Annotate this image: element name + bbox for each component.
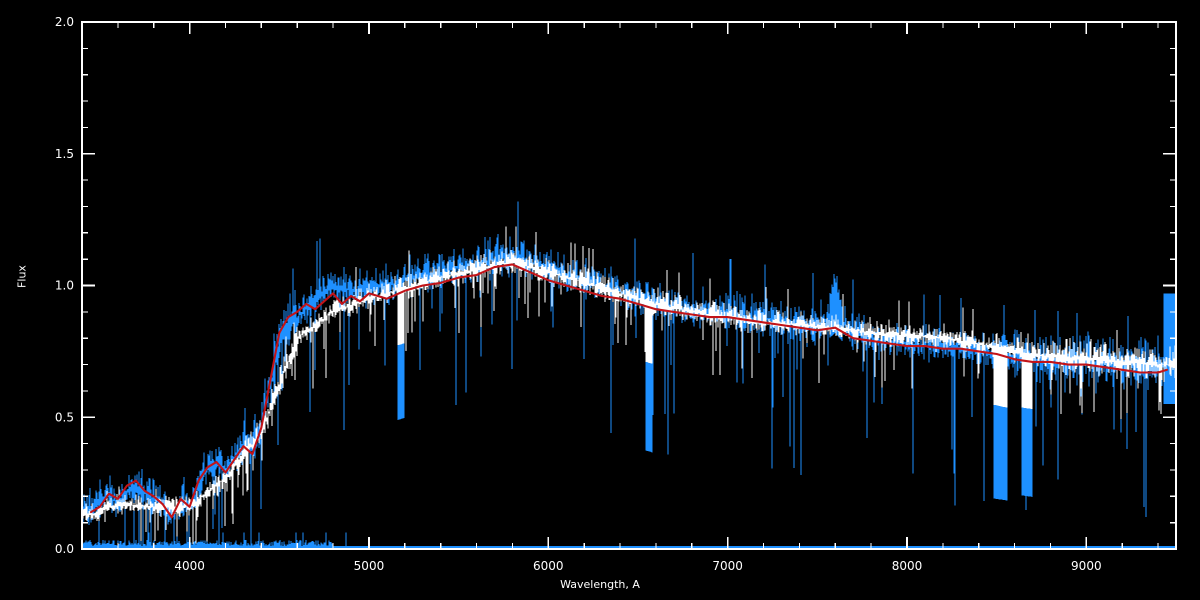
y-tick-label: 2.0 [55, 15, 74, 29]
x-tick-label: 8000 [892, 559, 923, 573]
x-axis-label: Wavelength, A [560, 578, 640, 591]
x-tick-label: 6000 [533, 559, 564, 573]
x-tick-label: 5000 [354, 559, 385, 573]
axes-layer [81, 21, 1177, 550]
x-tick-label: 4000 [174, 559, 205, 573]
tick-labels: 4000 5000 6000 7000 8000 9000 0.0 0.5 1.0 1.5 2.0 [55, 15, 1102, 573]
y-tick-label: 1.0 [55, 279, 74, 293]
continuum-fit [89, 263, 1169, 519]
y-tick-label: 0.0 [55, 542, 74, 556]
x-tick-label: 9000 [1071, 559, 1102, 573]
data-layer [81, 201, 1177, 549]
y-tick-label: 0.5 [55, 410, 74, 424]
y-tick-label: 1.5 [55, 147, 74, 161]
x-tick-label: 7000 [712, 559, 743, 573]
y-axis-label: Flux [15, 265, 29, 288]
